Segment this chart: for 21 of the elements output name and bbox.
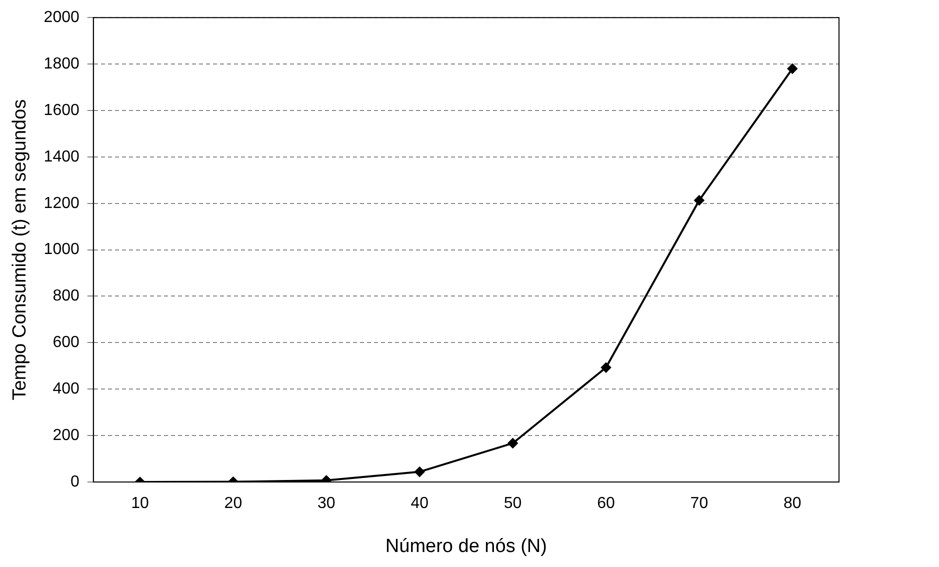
x-tick-label: 70 (690, 495, 708, 512)
y-tick-label: 1400 (44, 148, 80, 166)
y-tick-label: 600 (52, 334, 80, 352)
y-axis-title: Tempo Consumido (t) em segundos (10, 99, 31, 400)
x-tick-label: 40 (410, 495, 429, 512)
x-tick-label: 30 (317, 495, 336, 512)
y-tick-label: 0 (70, 473, 80, 490)
x-tick-label: 10 (131, 495, 149, 512)
y-tick-label: 400 (52, 380, 80, 398)
x-tick-label: 60 (597, 495, 615, 512)
x-tick-label: 20 (224, 495, 242, 512)
y-tick-label: 1200 (44, 194, 80, 212)
y-tick-label: 800 (52, 288, 80, 305)
x-axis-title: Número de nós (N) (385, 536, 547, 557)
y-tick-label: 1800 (44, 55, 80, 72)
y-tick-label: 200 (52, 426, 80, 444)
y-tick-label: 1600 (44, 102, 80, 119)
y-tick-label: 2000 (44, 9, 80, 26)
x-tick-label: 80 (784, 495, 802, 512)
y-tick-label: 1000 (44, 241, 80, 258)
x-tick-label: 50 (504, 495, 522, 512)
